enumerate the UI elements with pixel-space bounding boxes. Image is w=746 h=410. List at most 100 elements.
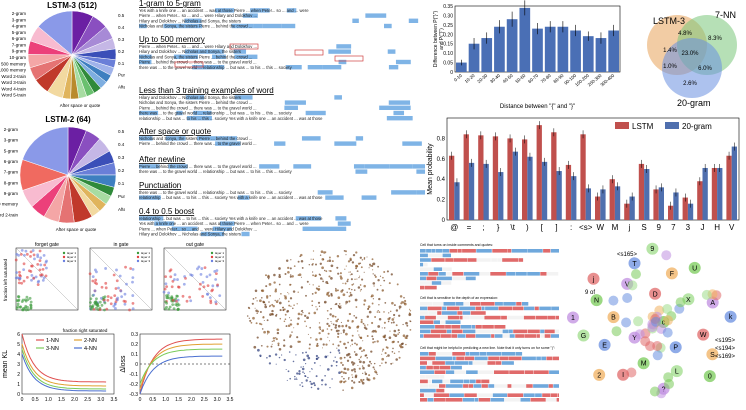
- tsne-point: [357, 325, 360, 328]
- highlight-span: [416, 169, 437, 174]
- code-token: [492, 249, 508, 253]
- code-token: [462, 249, 476, 253]
- highlight-span: [262, 23, 282, 29]
- x-tick-label: ): [526, 223, 529, 232]
- tsne-point: [313, 361, 316, 364]
- tsne-point: [309, 326, 311, 329]
- ngram-bar: [454, 182, 460, 220]
- tsne-point: [345, 325, 348, 328]
- tsne-point: [359, 346, 362, 350]
- scatter-point: [131, 307, 135, 311]
- scatter-point: [41, 267, 45, 271]
- tsne-point: [398, 331, 400, 334]
- tsne-point: [278, 283, 281, 286]
- bubble: [593, 368, 606, 381]
- highlight-span: [305, 110, 326, 116]
- code-token: [452, 356, 456, 361]
- tsne-point: [257, 348, 260, 352]
- tsne-point: [283, 295, 285, 297]
- tsne-point: [374, 330, 378, 333]
- lstm-bar: [653, 189, 659, 220]
- tsne-point: [340, 290, 343, 293]
- snippet-line: [139, 54, 258, 59]
- code-token: [420, 258, 431, 262]
- scatter-point: [168, 305, 172, 309]
- bar: [506, 19, 518, 72]
- tsne-point: [256, 312, 258, 314]
- tsne-point: [343, 250, 346, 252]
- bubble: [628, 257, 641, 270]
- tsne-point: [362, 372, 364, 375]
- tsne-point: [263, 319, 265, 322]
- scatter-point: [131, 301, 135, 305]
- code-token: [492, 393, 507, 397]
- pie-slice: [22, 126, 69, 176]
- tsne-point: [305, 294, 307, 297]
- scatter-point: [103, 308, 106, 312]
- tsne-point: [318, 331, 321, 335]
- tsne-point: [353, 351, 356, 353]
- scatter-point: [114, 307, 117, 310]
- lstm-bar: [668, 205, 674, 220]
- scatter-point: [185, 299, 189, 303]
- scatter-point: [103, 301, 107, 305]
- tsne-point: [391, 340, 395, 344]
- highlight-span: [384, 23, 392, 29]
- y-tick-label: 0: [135, 362, 138, 368]
- tsne-point: [311, 271, 314, 273]
- code-token: [441, 281, 452, 285]
- scatter-point: [171, 303, 175, 307]
- scatter-point: [36, 283, 40, 286]
- x-tick-label: 0.5: [32, 397, 39, 403]
- tsne-point: [347, 378, 350, 380]
- tsne-point: [377, 325, 381, 328]
- highlight-span: [234, 95, 253, 100]
- pie-label: 0.3 boost: [118, 37, 125, 42]
- kl-chart: 0 1 2 3 4 5 6 0 0.5 1.0 1.5 2.0 2.5 3.0 3.5 1-NN 2-NN 3-N…: [0, 330, 120, 410]
- legend-marker: [210, 255, 214, 259]
- scatter-point: [26, 305, 29, 309]
- code-token: [450, 379, 464, 384]
- tsne-point: [251, 302, 254, 305]
- tsne-point: [319, 262, 322, 265]
- tsne-point: [370, 362, 372, 365]
- highlight-span: [259, 164, 271, 169]
- tsne-point: [351, 334, 354, 337]
- scatter-point: [218, 294, 222, 298]
- code-token: [442, 249, 449, 253]
- text-sections-panel: 1-gram to 5-gram Yes with a knife one ...…: [135, 0, 437, 240]
- code-token: [512, 306, 524, 311]
- snippet-line: [284, 105, 411, 110]
- tsne-point: [366, 357, 368, 359]
- x-tick-label: 40-50: [502, 73, 514, 85]
- code-token: [467, 258, 477, 262]
- tsne-point: [284, 313, 287, 316]
- code-token: [470, 311, 486, 315]
- tsne-point: [289, 377, 292, 380]
- tsne-point: [336, 255, 340, 258]
- tsne-point: [392, 347, 394, 350]
- y-tick-label: 0.15: [443, 42, 453, 48]
- code-token: [477, 258, 491, 262]
- snippet-line: [139, 110, 405, 116]
- tsne-point: [337, 344, 340, 347]
- code-token: [436, 388, 445, 393]
- pie-label: Word 2-train: [1, 74, 26, 79]
- code-token: [501, 315, 507, 320]
- bubble-label: X: [686, 297, 691, 304]
- scatter-point: [109, 302, 113, 306]
- tsne-point: [371, 321, 374, 325]
- tsne-point: [328, 275, 331, 278]
- tsne-point: [350, 345, 352, 347]
- tsne-point: [344, 372, 347, 375]
- tsne-point: [381, 327, 383, 329]
- highlight-span: [154, 221, 175, 226]
- tsne-point: [278, 267, 281, 270]
- highlight-span: [293, 164, 312, 169]
- code-token: [481, 384, 488, 388]
- scatter-point: [29, 306, 33, 309]
- venn-label: LSTM-3: [653, 16, 685, 26]
- snippet-text: Hilary and Dolokhov ... Nicholas and Son…: [139, 232, 241, 237]
- scatter-point: [95, 306, 98, 310]
- code-token: [430, 329, 447, 334]
